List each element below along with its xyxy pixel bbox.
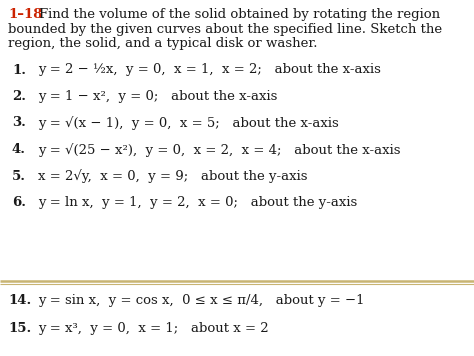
Text: y = x³,  y = 0,  x = 1;   about x = 2: y = x³, y = 0, x = 1; about x = 2 [38,322,269,335]
Text: y = 1 − x²,  y = 0;   about the x-axis: y = 1 − x², y = 0; about the x-axis [38,90,277,103]
Text: y = √(x − 1),  y = 0,  x = 5;   about the x-axis: y = √(x − 1), y = 0, x = 5; about the x-… [38,116,339,130]
Text: 3.: 3. [12,116,26,130]
Text: 5.: 5. [12,169,26,183]
Text: 4.: 4. [12,143,26,156]
Text: 1.: 1. [12,63,26,77]
Text: y = √(25 − x²),  y = 0,  x = 2,  x = 4;   about the x-axis: y = √(25 − x²), y = 0, x = 2, x = 4; abo… [38,143,401,157]
Text: y = 2 − ½x,  y = 0,  x = 1,  x = 2;   about the x-axis: y = 2 − ½x, y = 0, x = 1, x = 2; about t… [38,63,381,77]
Text: 2.: 2. [12,90,26,103]
Text: x = 2√y,  x = 0,  y = 9;   about the y-axis: x = 2√y, x = 0, y = 9; about the y-axis [38,169,308,183]
Text: y = sin x,  y = cos x,  0 ≤ x ≤ π/4,   about y = −1: y = sin x, y = cos x, 0 ≤ x ≤ π/4, about… [38,294,365,307]
Text: Find the volume of the solid obtained by rotating the region: Find the volume of the solid obtained by… [39,8,440,21]
Text: bounded by the given curves about the specified line. Sketch the: bounded by the given curves about the sp… [8,22,442,36]
Text: region, the solid, and a typical disk or washer.: region, the solid, and a typical disk or… [8,37,318,50]
Text: 14.: 14. [8,294,31,307]
Text: 1–18: 1–18 [8,8,42,21]
Text: 6.: 6. [12,196,26,209]
Text: 15.: 15. [8,322,31,335]
Text: y = ln x,  y = 1,  y = 2,  x = 0;   about the y-axis: y = ln x, y = 1, y = 2, x = 0; about the… [38,196,357,209]
